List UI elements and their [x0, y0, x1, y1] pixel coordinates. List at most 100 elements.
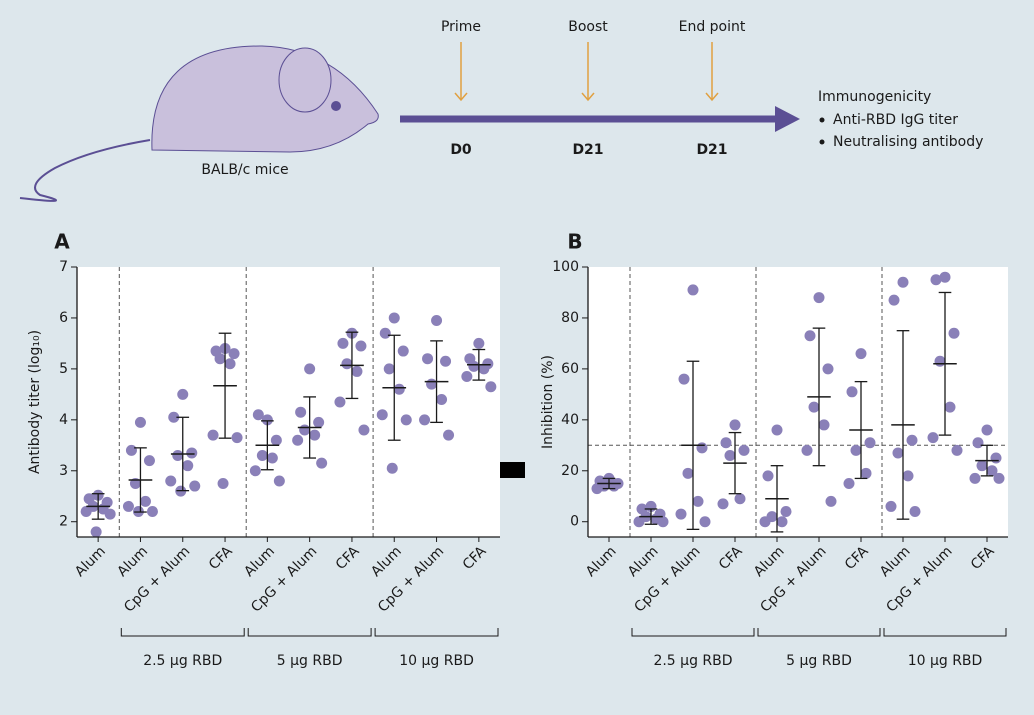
data-point — [678, 373, 690, 385]
plot-area — [77, 267, 500, 537]
data-point — [843, 478, 855, 490]
data-point — [168, 411, 180, 423]
data-point — [309, 429, 321, 441]
data-point — [822, 363, 834, 375]
data-point — [738, 444, 750, 456]
data-point — [468, 360, 480, 372]
data-point — [422, 353, 434, 365]
marker-block — [495, 462, 525, 478]
data-point — [228, 348, 240, 360]
group-label: 2.5 µg RBD — [653, 653, 732, 669]
data-point — [292, 434, 304, 446]
mouse-ear — [278, 47, 332, 113]
data-point — [734, 493, 746, 505]
mouse-tail — [19, 139, 151, 202]
y-axis-label: Antibody titer (log₁₀) — [27, 330, 43, 474]
data-point — [473, 337, 485, 349]
data-point — [165, 475, 177, 487]
data-point — [341, 358, 353, 370]
timeline-arrowhead — [775, 106, 800, 132]
data-point — [376, 409, 388, 421]
data-point — [386, 462, 398, 474]
data-point — [104, 508, 116, 520]
plot-area — [588, 267, 1008, 537]
y-tick-label: 7 — [59, 259, 68, 275]
data-point — [122, 500, 134, 512]
y-tick-label: 5 — [59, 361, 68, 377]
data-point — [129, 478, 141, 490]
data-point — [885, 500, 897, 512]
data-point — [897, 276, 909, 288]
y-tick-label: 6 — [59, 310, 68, 326]
charts: A Antibody titer (log₁₀) 2 3 4 5 6 7 2.5 µg RBD 5… — [27, 230, 1008, 669]
group-label: 5 µg RBD — [277, 653, 343, 669]
data-point — [729, 419, 741, 431]
data-point — [295, 406, 307, 418]
data-point — [146, 506, 158, 518]
data-point — [125, 444, 137, 456]
data-point — [252, 409, 264, 421]
y-tick-label: 80 — [561, 310, 579, 326]
data-point — [981, 424, 993, 436]
data-point — [990, 452, 1002, 464]
data-point — [478, 363, 490, 375]
data-point — [80, 506, 92, 518]
data-point — [143, 455, 155, 467]
mouse-eye — [331, 101, 341, 111]
event-label: End point — [679, 19, 746, 35]
data-point — [379, 327, 391, 339]
data-point — [762, 470, 774, 482]
readout-item: Anti-RBD IgG titer — [833, 112, 958, 128]
data-point — [934, 355, 946, 367]
event-label: Boost — [568, 19, 608, 35]
y-tick-label: 20 — [561, 463, 579, 479]
group-label: 10 µg RBD — [908, 653, 983, 669]
data-point — [927, 432, 939, 444]
data-point — [313, 416, 325, 428]
data-point — [759, 516, 771, 528]
data-point — [969, 472, 981, 484]
data-point — [717, 498, 729, 510]
data-point — [972, 437, 984, 449]
event-day: D21 — [696, 142, 727, 158]
readout-item: Neutralising antibody — [833, 134, 983, 150]
data-point — [443, 429, 455, 441]
data-point — [720, 437, 732, 449]
data-point — [436, 393, 448, 405]
data-point — [261, 414, 273, 426]
data-point — [808, 401, 820, 413]
data-point — [930, 274, 942, 286]
group-bracket — [247, 628, 372, 637]
group-label: 2.5 µg RBD — [143, 653, 222, 669]
y-tick-label: 3 — [59, 463, 68, 479]
y-tick-label: 4 — [59, 412, 68, 428]
data-point — [976, 460, 988, 472]
group-bracket — [757, 628, 881, 637]
data-point — [266, 452, 278, 464]
y-tick-label: 2 — [59, 514, 68, 530]
data-point — [355, 340, 367, 352]
data-point — [675, 508, 687, 520]
y-tick-label: 100 — [552, 259, 579, 275]
data-point — [724, 449, 736, 461]
data-point — [801, 444, 813, 456]
data-point — [351, 365, 363, 377]
data-point — [419, 414, 431, 426]
data-point — [687, 284, 699, 296]
y-axis-label: Inhibition (%) — [540, 355, 556, 449]
bullet — [819, 139, 825, 145]
data-point — [591, 483, 603, 495]
bullet — [819, 117, 825, 123]
data-point — [316, 457, 328, 469]
data-point — [400, 414, 412, 426]
data-point — [207, 429, 219, 441]
data-point — [440, 355, 452, 367]
data-point — [217, 478, 229, 490]
data-point — [692, 495, 704, 507]
data-point — [682, 467, 694, 479]
data-point — [813, 292, 825, 304]
data-point — [657, 516, 669, 528]
group-bracket — [631, 628, 755, 637]
data-point — [224, 358, 236, 370]
